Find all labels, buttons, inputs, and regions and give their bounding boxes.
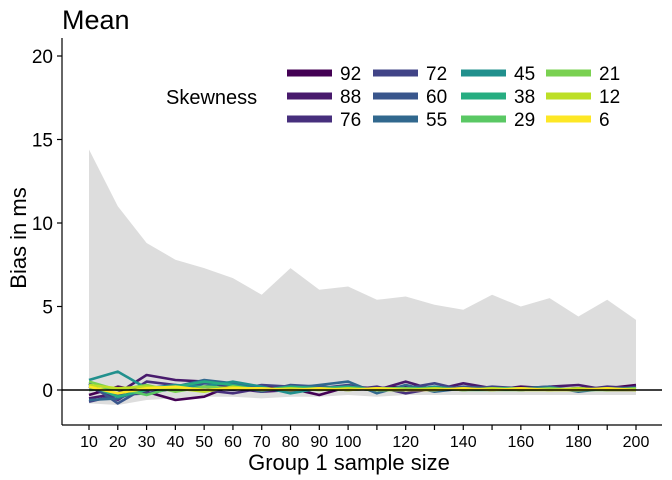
x-tick-label: 180 — [565, 434, 592, 451]
y-tick-label: 15 — [32, 131, 53, 152]
y-tick-label: 5 — [42, 298, 53, 319]
legend-label: 12 — [599, 87, 620, 108]
legend-item-29: 29 — [461, 110, 535, 131]
legend-item-72: 72 — [373, 64, 447, 85]
legend-item-92: 92 — [287, 64, 361, 85]
x-tick-label: 100 — [335, 434, 362, 451]
x-tick-label: 80 — [282, 434, 300, 451]
y-axis-title: Bias in ms — [6, 187, 31, 288]
legend-label: 55 — [426, 110, 447, 131]
legend-label: 76 — [340, 110, 361, 131]
plot-area — [62, 149, 662, 405]
legend-label: 6 — [599, 110, 610, 131]
legend-item-21: 21 — [546, 64, 620, 85]
legend-label: 45 — [514, 64, 535, 85]
x-tick-label: 140 — [450, 434, 477, 451]
legend-label: 72 — [426, 64, 447, 85]
x-tick-label: 120 — [392, 434, 419, 451]
legend-label: 92 — [340, 64, 361, 85]
x-tick-label: 70 — [253, 434, 271, 451]
legend-item-12: 12 — [546, 87, 620, 108]
x-tick-label: 30 — [138, 434, 156, 451]
legend-label: 21 — [599, 64, 620, 85]
x-axis-ticks: 10 20 30 40 50 60 70 80 90 100 120 140 160 180 200 — [80, 425, 649, 451]
x-tick-label: 40 — [166, 434, 184, 451]
series-lines — [88, 370, 637, 405]
legend-item-55: 55 — [373, 110, 447, 131]
legend-label: 29 — [514, 110, 535, 131]
y-tick-label: 20 — [32, 47, 53, 68]
x-tick-label: 160 — [507, 434, 534, 451]
x-tick-label: 200 — [623, 434, 650, 451]
legend-item-76: 76 — [287, 110, 361, 131]
x-tick-label: 60 — [224, 434, 242, 451]
legend-item-60: 60 — [373, 87, 447, 108]
y-tick-label: 0 — [42, 381, 53, 402]
chart-title: Mean — [62, 5, 130, 35]
x-tick-label: 20 — [109, 434, 127, 451]
x-tick-label: 90 — [310, 434, 328, 451]
legend-title: Skewness — [166, 87, 257, 109]
y-axis-ticks: 0 5 10 15 20 — [32, 47, 62, 402]
x-tick-label: 50 — [195, 434, 213, 451]
legend-label: 38 — [514, 87, 535, 108]
x-axis-title: Group 1 sample size — [248, 450, 450, 475]
legend-item-45: 45 — [461, 64, 535, 85]
legend-item-38: 38 — [461, 87, 535, 108]
y-tick-label: 10 — [32, 214, 53, 235]
legend-item-6: 6 — [546, 110, 610, 131]
legend-label: 88 — [340, 87, 361, 108]
variability-band — [89, 149, 636, 405]
x-tick-label: 10 — [80, 434, 98, 451]
legend-label: 60 — [426, 87, 447, 108]
legend-item-88: 88 — [287, 87, 361, 108]
